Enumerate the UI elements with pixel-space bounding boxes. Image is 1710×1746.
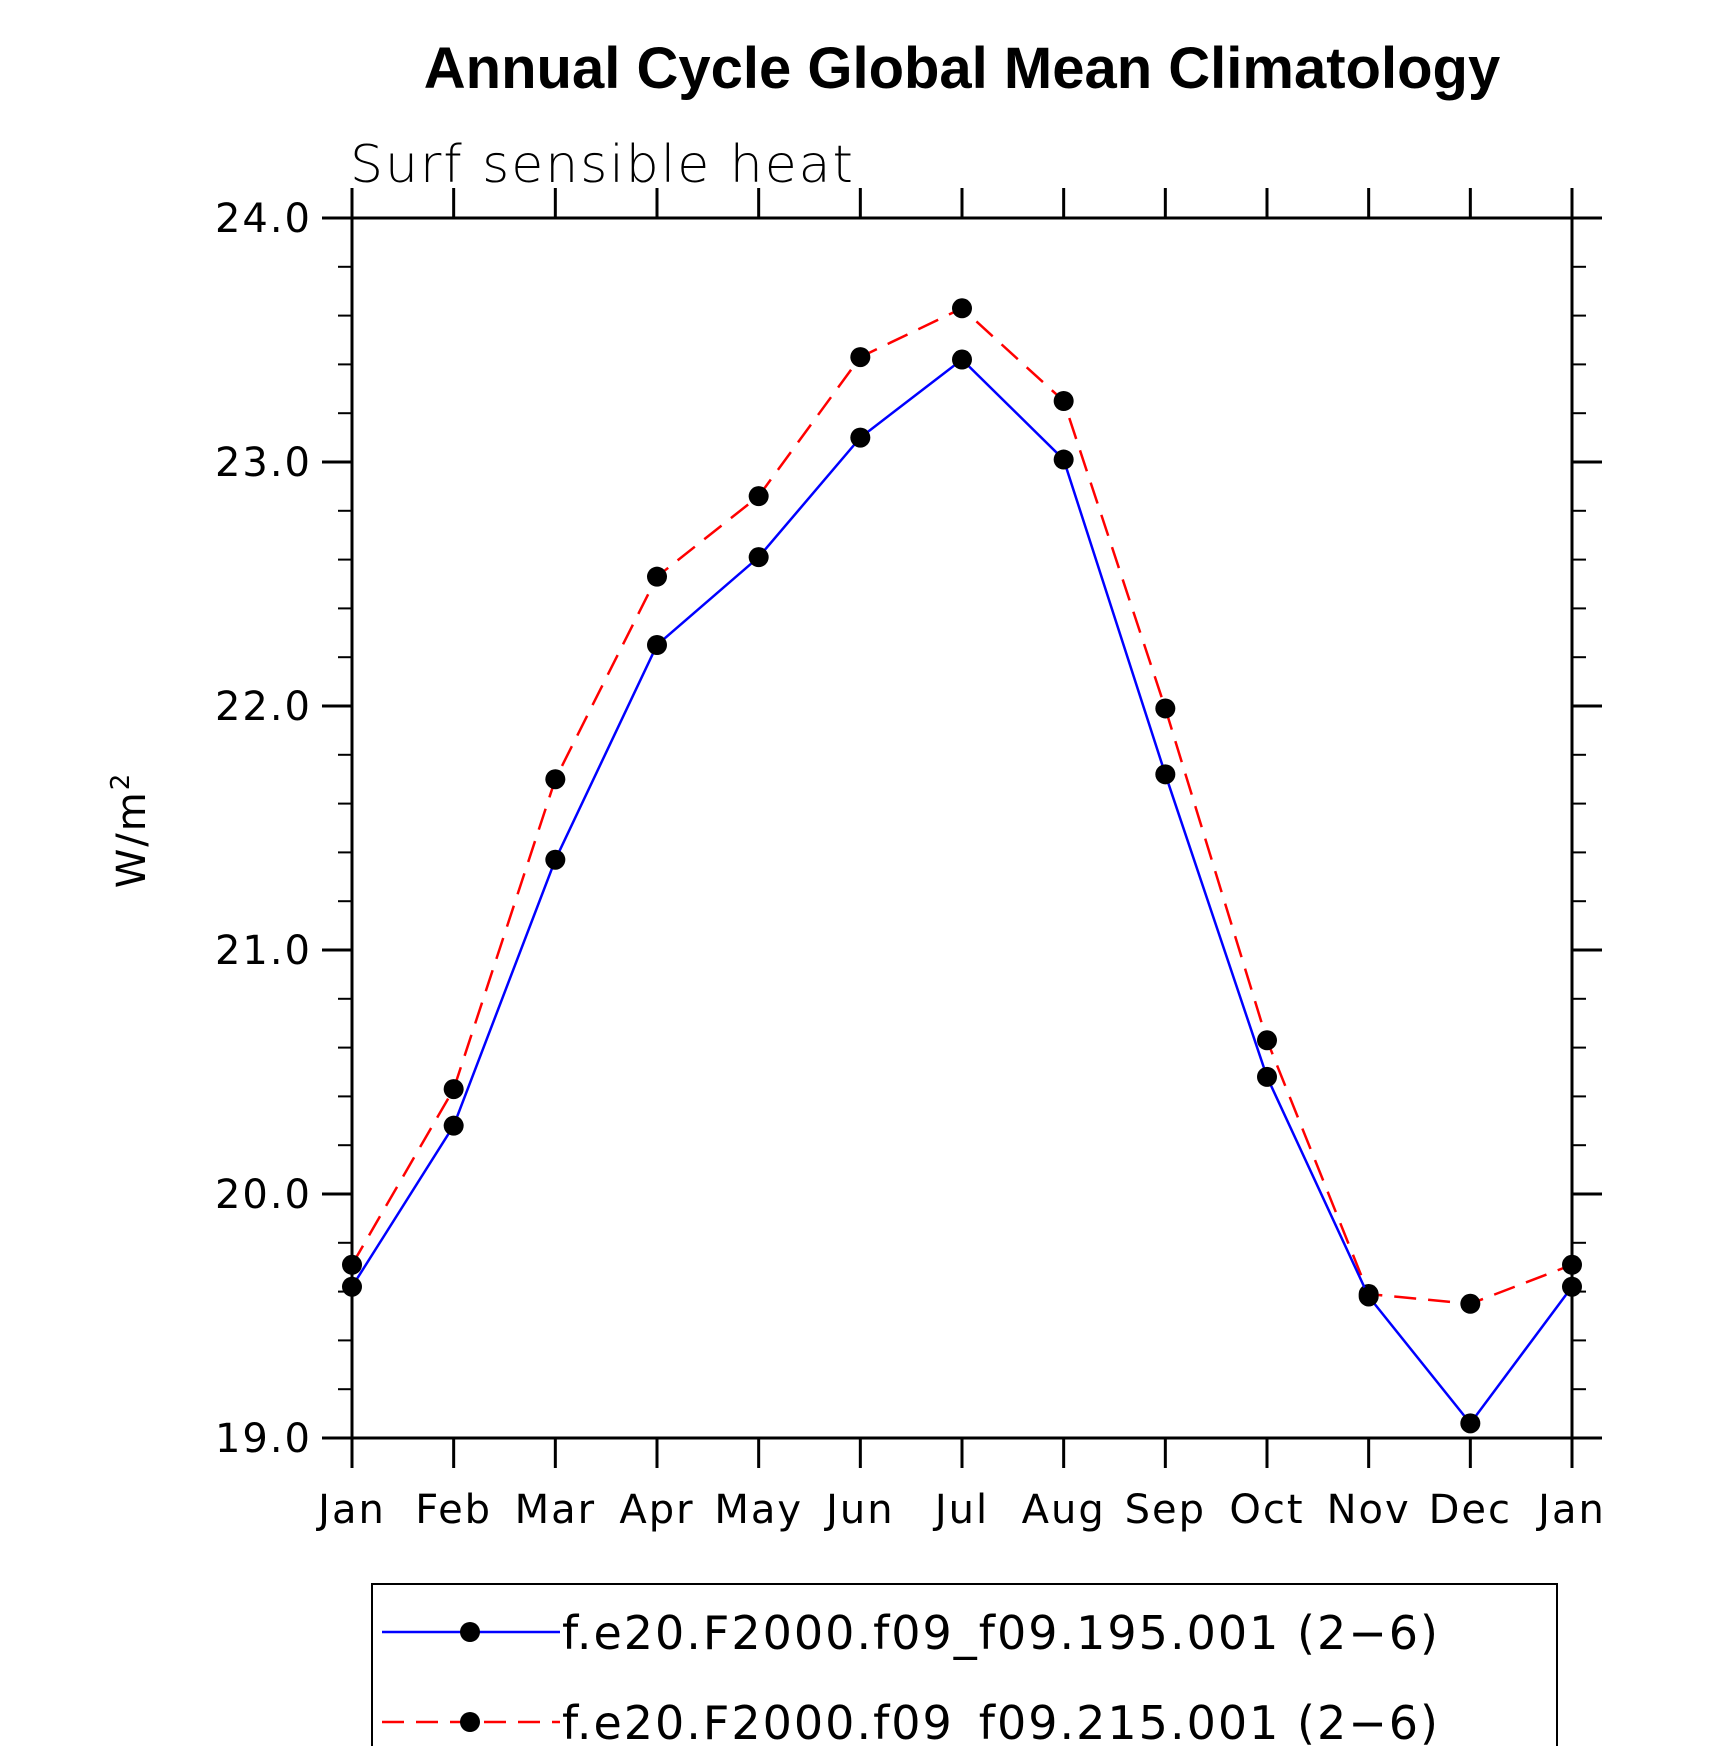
series-2 bbox=[342, 298, 1582, 1314]
legend-entry-1: f.e20.F2000.f09_f09.195.001 (2−6) bbox=[382, 1606, 1440, 1660]
y-tick-label: 20.0 bbox=[215, 1172, 312, 1218]
y-tick-label: 22.0 bbox=[215, 684, 312, 730]
x-tick-label: Apr bbox=[619, 1487, 694, 1533]
x-tick-labels: Jan Feb Mar Apr May Jun Jul Aug Sep Oct Nov Dec Jan bbox=[315, 1487, 1606, 1533]
x-tick-label: Jul bbox=[932, 1487, 989, 1533]
x-tick-label: Nov bbox=[1327, 1487, 1411, 1533]
x-tick-label: Mar bbox=[515, 1487, 596, 1533]
series-1-point bbox=[1460, 1413, 1481, 1434]
x-tick-label: Jun bbox=[823, 1487, 895, 1533]
x-tick-label: May bbox=[714, 1487, 803, 1533]
series-2-point bbox=[443, 1079, 464, 1100]
y-axis-label-text: W/m bbox=[109, 790, 155, 888]
series-2-point bbox=[647, 566, 667, 587]
series-2-point bbox=[342, 1254, 362, 1275]
x-tick-label: Oct bbox=[1229, 1487, 1304, 1533]
series-1-point bbox=[1358, 1286, 1379, 1307]
series-1-point bbox=[1257, 1066, 1277, 1087]
series-1-line bbox=[350, 357, 1574, 1426]
x-tick-label: Sep bbox=[1125, 1487, 1206, 1533]
series-2-point bbox=[748, 486, 769, 507]
legend-label-2: f.e20.F2000.f09_f09.215.001 (2−6) bbox=[562, 1696, 1440, 1746]
series-1-point bbox=[1562, 1276, 1582, 1297]
series-1-point bbox=[545, 849, 566, 870]
series-2-point bbox=[1562, 1254, 1582, 1275]
x-tick-label: Jan bbox=[1535, 1487, 1606, 1533]
legend-entries: f.e20.F2000.f09_f09.195.001 (2−6) f.e20.F… bbox=[382, 1606, 1440, 1746]
legend-marker-1 bbox=[460, 1622, 480, 1642]
legend-box bbox=[371, 1583, 1558, 1746]
series-2-point bbox=[952, 298, 972, 319]
series-2-point bbox=[1155, 698, 1176, 719]
series-1-point bbox=[1155, 764, 1176, 785]
y-tick-label: 21.0 bbox=[215, 928, 312, 974]
x-tick-label: Jan bbox=[315, 1487, 386, 1533]
y-axis-label-superscript: 2 bbox=[106, 772, 136, 791]
series-2-point bbox=[1460, 1293, 1481, 1314]
series-2-point bbox=[1053, 391, 1074, 411]
y-axis-label: W/m2 bbox=[106, 772, 155, 889]
series-1-point bbox=[850, 427, 871, 448]
legend-marker-2 bbox=[460, 1712, 480, 1732]
series-1-point bbox=[952, 349, 972, 370]
series-1-point bbox=[1053, 449, 1074, 470]
plot-frame bbox=[350, 216, 1574, 1440]
series-1-point bbox=[748, 547, 769, 568]
x-tick-label: Dec bbox=[1429, 1487, 1512, 1533]
y-tick-label: 24.0 bbox=[215, 196, 312, 242]
series-layer bbox=[342, 298, 1582, 1434]
svg-text:W/m2: W/m2 bbox=[106, 772, 155, 889]
series-1-point bbox=[342, 1276, 362, 1297]
x-tick-label: Aug bbox=[1022, 1487, 1106, 1533]
y-tick-label: 19.0 bbox=[215, 1416, 312, 1462]
x-tick-label: Feb bbox=[415, 1487, 492, 1533]
series-1-point bbox=[647, 635, 667, 655]
chart-title: Annual Cycle Global Mean Climatology bbox=[424, 36, 1500, 101]
series-2-point bbox=[1257, 1030, 1277, 1051]
legend-label-1: f.e20.F2000.f09_f09.195.001 (2−6) bbox=[562, 1606, 1440, 1660]
y-tick-label: 23.0 bbox=[215, 440, 312, 486]
axes bbox=[322, 188, 1602, 1468]
series-1 bbox=[342, 349, 1582, 1434]
series-1-point bbox=[443, 1115, 464, 1136]
legend-entry-2: f.e20.F2000.f09_f09.215.001 (2−6) bbox=[382, 1696, 1440, 1746]
series-2-line bbox=[350, 306, 1573, 1306]
chart-subtitle: Surf sensible heat bbox=[350, 135, 855, 195]
y-tick-labels: 19.0 20.0 21.0 22.0 23.0 24.0 bbox=[215, 196, 312, 1462]
legend: f.e20.F2000.f09_f09.195.001 (2−6) f.e20.F… bbox=[371, 1583, 1558, 1746]
series-2-point bbox=[850, 347, 871, 368]
series-2-point bbox=[545, 769, 566, 790]
